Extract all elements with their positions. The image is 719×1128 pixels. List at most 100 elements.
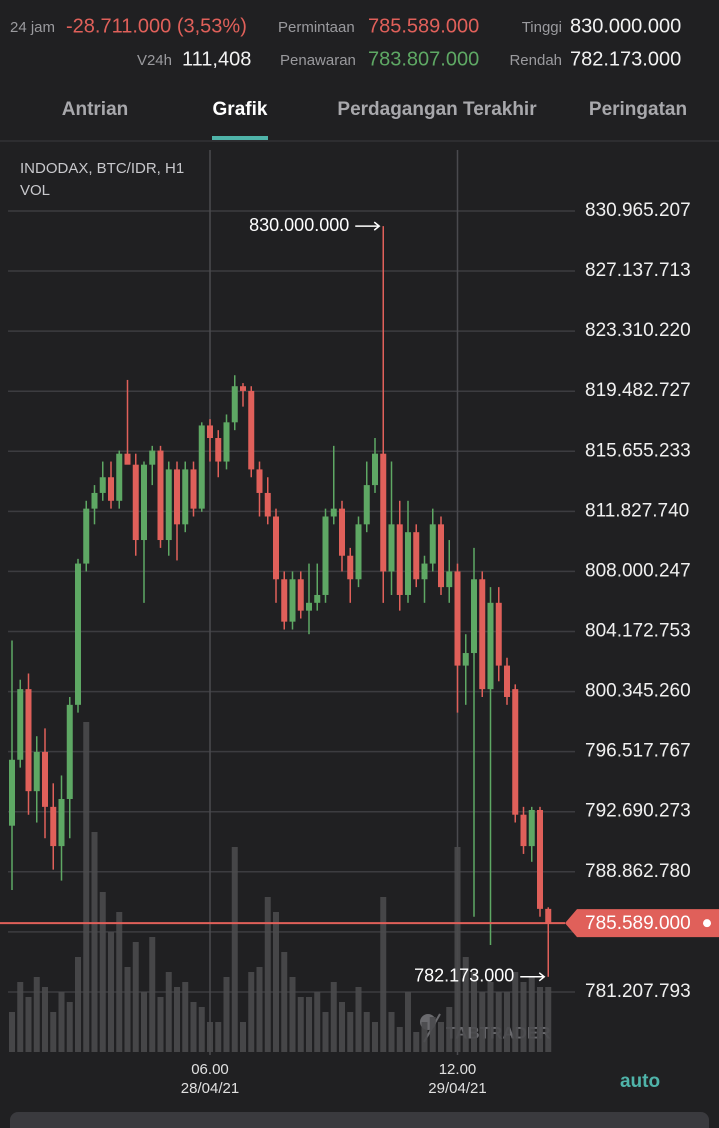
volume-bar [471,972,477,1052]
y-tick-label: 808.000.247 [585,560,691,581]
volume-bar [462,957,469,1052]
volume-bar [339,1002,345,1052]
y-tick-label: 781.207.793 [585,981,691,1002]
volume-bar [132,942,139,1052]
volume-bar [223,977,230,1052]
volume-bar [487,982,494,1052]
candle-body [388,524,395,572]
y-tick-label: 815.655.233 [585,440,691,461]
volume-bar [256,967,263,1052]
candle-body [215,438,222,462]
candle-body [347,555,354,580]
volume-bar [25,997,32,1052]
tab[interactable]: Antrian [62,99,129,120]
volume-bar [75,957,81,1052]
change: -28.711.000 (3,53%) [66,15,247,37]
candle-body [330,508,337,517]
tab[interactable]: Peringatan [589,99,687,120]
tab[interactable]: Perdagangan Terakhir [337,99,537,120]
candle-body [438,524,444,588]
volume-bar [528,977,535,1052]
candle-body [462,653,469,666]
chart-title: INDODAX, BTC/IDR, H1 [20,160,184,177]
candle-body [512,689,519,815]
candle-body [198,425,205,509]
volume-bar [182,982,189,1052]
tab-indicator [212,136,268,140]
high-marker: 830.000.000 [249,215,349,235]
volume-bar [116,912,123,1052]
candle-body [380,453,387,572]
low-marker: 782.173.000 [414,966,514,986]
volume-bar [50,1012,57,1052]
scale-mode[interactable]: auto [620,1071,660,1092]
marker-arrowhead [373,221,381,231]
candle-body [520,814,527,847]
volume-bar [99,892,106,1052]
candle-body [240,386,246,391]
x-tick-label: 06.00 [191,1061,229,1078]
candle-body [479,579,486,690]
marker-arrowhead [538,972,546,982]
volume-bar [380,897,387,1052]
candle-body [165,469,172,541]
y-tick-label: 804.172.753 [585,621,691,642]
y-tick-label: 811.827.740 [585,500,689,521]
volume-bar [479,992,486,1052]
volume-bar [273,912,279,1052]
volume-bar [33,977,40,1052]
candle-body [372,453,378,486]
volume-bar [289,977,296,1052]
candle-body [17,689,24,760]
bid: 785.589.000 [368,15,479,37]
volume-bar [124,967,131,1052]
volume-bar [396,1027,403,1052]
candle-body [66,704,73,800]
candle-body [405,532,411,595]
high-label: Tinggi [522,19,562,36]
candle-body [537,809,543,909]
candle-body [207,425,213,439]
candle-body [454,571,461,666]
candle-body [132,464,139,541]
candle-body [273,516,279,580]
period-label: 24 jam [10,19,55,36]
tab-active[interactable]: Grafik [213,99,268,120]
volume-bar [190,1002,197,1052]
candle-body [149,450,156,465]
volume-bar [83,722,90,1052]
candle-body [487,602,494,690]
volume-bar [306,997,312,1052]
volume-bar [512,972,519,1052]
volume-bar [207,1022,213,1052]
ask: 783.807.000 [368,48,479,70]
candle-body [471,579,477,654]
candle-body [545,908,552,924]
candle-body [413,532,420,580]
candle-body [248,390,255,470]
candle-body [83,508,90,564]
candle-body [182,469,189,525]
volume-bar [91,832,98,1052]
candle-body [157,450,164,541]
volume-bar [314,992,321,1052]
candle-body [50,806,57,847]
volume-bar [141,992,147,1052]
volume-bar [9,1012,15,1052]
candle-body [446,571,453,588]
candle-body [281,579,288,622]
volume-bar [108,932,114,1052]
volume-bar [157,997,164,1052]
y-tick-label: 792.690.273 [585,801,691,822]
tag-icon [703,919,711,928]
y-tick-label: 819.482.727 [585,380,691,401]
candle-body [141,464,147,541]
candle-body [355,524,362,580]
candle-body [91,492,98,509]
candle-body [223,422,230,462]
volume-bar [421,1022,428,1052]
volume-bar [347,1012,354,1052]
y-tick-label: 796.517.767 [585,741,691,762]
volume-bar [446,1007,453,1052]
candle-body [9,759,15,826]
